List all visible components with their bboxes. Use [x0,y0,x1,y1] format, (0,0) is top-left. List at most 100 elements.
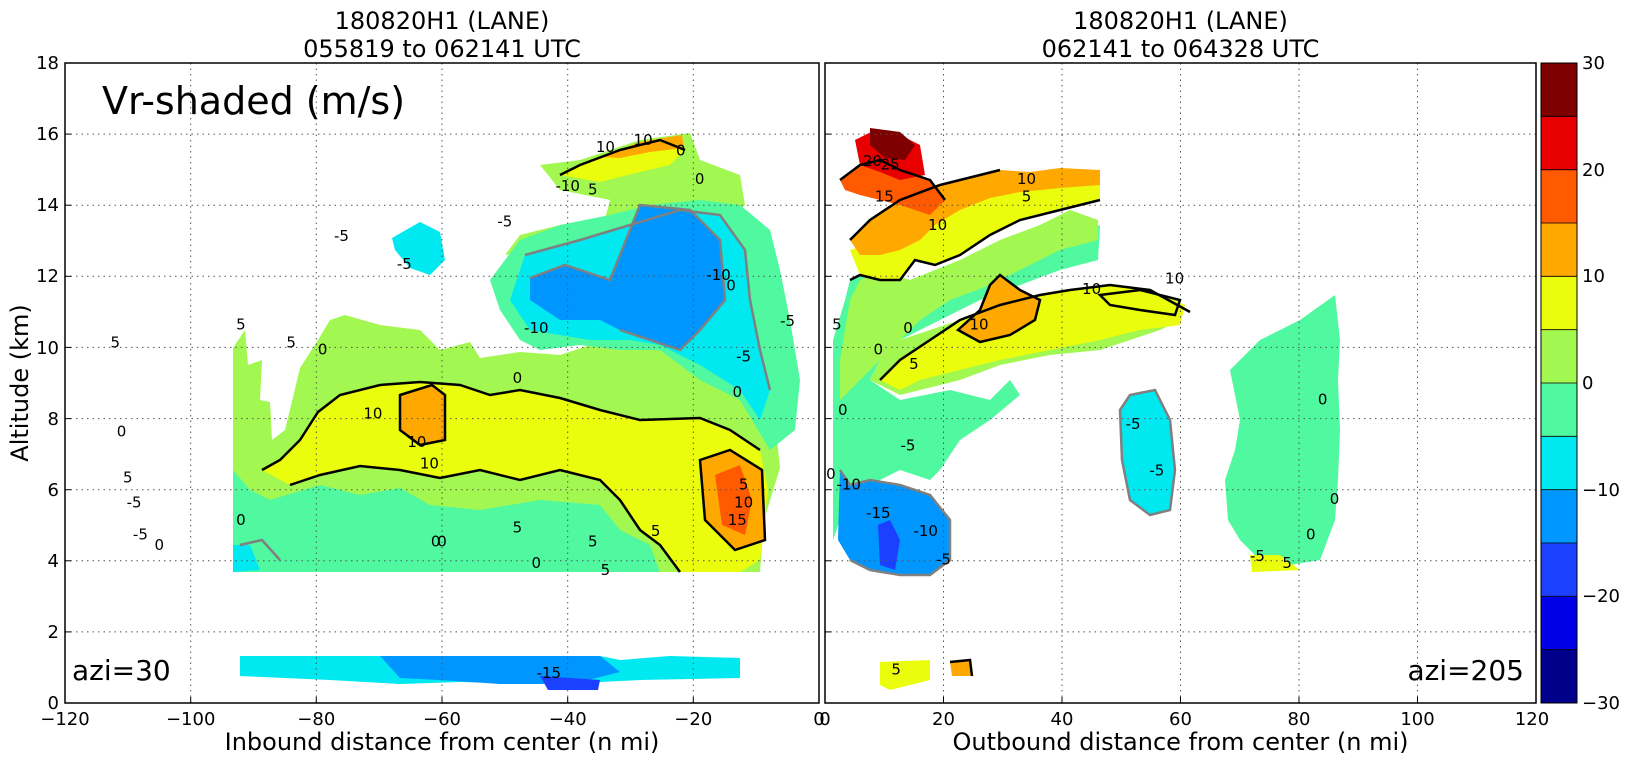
inbound-contour-label: 0 [726,277,736,295]
inbound-contour-label: 15 [728,511,747,529]
inbound-y-axis-label: Altitude (km) [6,304,34,461]
outbound-region-low-yellow [880,660,930,690]
inbound-contour-label: -5 [133,525,148,543]
inbound-contour-label: 5 [588,181,598,199]
colorbar-tick-label: 20 [1582,160,1605,181]
y-tick-label: 12 [36,266,59,287]
outbound-title-line1: 180820H1 (LANE) [1073,7,1288,35]
inbound-contour-label: 0 [733,383,743,401]
inbound-contour-label: 5 [588,533,598,551]
outbound-contour-label: -5 [901,437,916,455]
inbound-contour-label: -5 [334,227,349,245]
colorbar-swatch [1541,649,1577,704]
inbound-contours-positive [261,138,767,573]
inbound-contour-label: -10 [524,319,549,337]
outbound-region-orange-mid [958,275,1040,342]
inbound-contour-label: 0 [532,554,542,572]
vr-shaded-annotation: Vr-shaded (m/s) [102,79,405,123]
outbound-contour-label: 10 [1017,170,1036,188]
outbound-contour-label: 5 [891,661,901,679]
y-tick-label: 18 [36,53,59,74]
colorbar-swatch [1541,63,1577,117]
outbound-contour-label: 0 [838,401,848,419]
outbound-azimuth-annotation: azi=205 [1407,654,1524,687]
outbound-contour-label: -5 [1149,461,1164,479]
outbound-tick-marks [825,133,1418,703]
x-tick-label: −40 [549,709,587,730]
inbound-region-red [715,465,752,535]
outbound-contour-label: -10 [913,522,938,540]
outbound-contours-negative [838,388,1177,577]
inbound-contour-label: 10 [420,454,439,472]
outbound-contour-label: 5 [1022,188,1032,206]
x-tick-label: 100 [1400,709,1434,730]
inbound-contour-label: -5 [736,348,751,366]
colorbar-tick-labels: −30 −20 −10 0 10 20 30 [1582,53,1620,714]
colorbar-swatch [1541,116,1577,171]
inbound-contour-label: 0 [236,511,246,529]
y-tick-label: 8 [48,409,59,430]
y-tick-label: 16 [36,124,59,145]
x-tick-label: 0 [819,709,830,730]
colorbar-swatch [1541,383,1577,437]
x-tick-label: 120 [1515,709,1549,730]
outbound-region-low-orange [950,660,972,676]
outbound-region-aqua-right [1225,295,1340,565]
x-tick-label: 80 [1288,709,1311,730]
colorbar-swatch [1541,223,1577,277]
x-tick-label: −120 [40,709,89,730]
colorbar: −30 −20 −10 0 10 20 30 [1540,53,1620,714]
inbound-title-line1: 180820H1 (LANE) [335,7,550,35]
outbound-contour-label: -5 [1250,547,1265,565]
outbound-contour-label: -15 [866,504,891,522]
inbound-azimuth-annotation: azi=30 [72,654,171,687]
outbound-contour-label: 10 [1082,280,1101,298]
outbound-contour-label: -5 [936,550,951,568]
x-tick-label: 40 [1051,709,1074,730]
x-tick-label: 60 [1169,709,1192,730]
inbound-contour-label: 0 [155,536,165,554]
outbound-contour-label: 20 [863,152,882,170]
inbound-contour-label: 5 [739,476,749,494]
inbound-contour-label: 10 [596,138,615,156]
inbound-contour-label: 5 [286,333,296,351]
inbound-contour-label: -10 [706,266,731,284]
inbound-x-axis-label: Inbound distance from center (n mi) [225,728,660,756]
inbound-region-orange [400,385,445,445]
inbound-contour-label: -5 [127,493,142,511]
inbound-region-upper-blue [530,205,725,350]
outbound-contour-label: 15 [875,188,894,206]
inbound-region-low-blue [380,656,620,684]
inbound-region-cyan-small [392,222,445,275]
y-tick-label: 6 [48,480,59,501]
outbound-contour-label: 10 [928,216,947,234]
outbound-region-yellow [880,285,1185,390]
colorbar-tick-label: 30 [1582,53,1605,74]
colorbar-tick-label: −30 [1582,693,1620,714]
x-tick-label: 0 [813,709,824,730]
outbound-region-darkblue [878,520,900,570]
outbound-contour-label: 10 [969,316,988,334]
colorbar-swatch [1541,596,1577,651]
outbound-x-axis-label: Outbound distance from center (n mi) [953,728,1409,756]
outbound-contour-label: 0 [826,465,836,483]
inbound-contour-label: 5 [513,518,523,536]
inbound-contour-label: 0 [117,422,127,440]
outbound-region-yellow-bottom [1250,555,1300,572]
inbound-contour-label: -10 [555,177,580,195]
inbound-region-yellow [262,382,768,572]
outbound-gridlines [825,63,1536,703]
y-tick-label: 4 [48,551,59,572]
outbound-region-blue [838,470,950,575]
outbound-x-tick-labels: 0 20 40 60 80 100 120 [819,709,1549,730]
outbound-contour-label: 0 [1318,390,1328,408]
inbound-contour-label: 5 [123,469,133,487]
outbound-contour-label: 0 [874,341,884,359]
outbound-region-orange-upper [850,168,1100,255]
inbound-contour-label: 10 [363,405,382,423]
inbound-contour-label: 0 [431,533,441,551]
outbound-contour-label: 25 [881,156,900,174]
